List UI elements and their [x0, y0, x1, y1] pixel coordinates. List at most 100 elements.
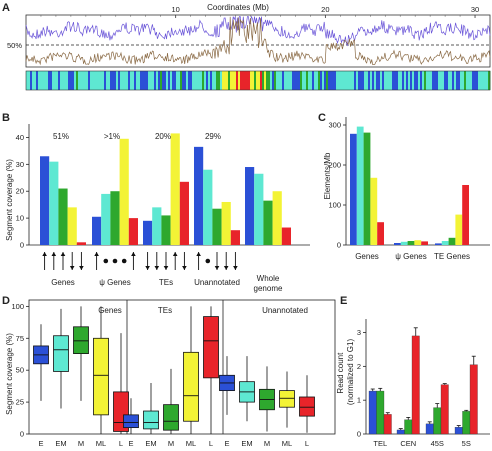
panel-d-box	[53, 335, 69, 372]
panel-e-y-label: Read count (normalized to G1)	[336, 339, 355, 406]
panel-e-tick-label: 2	[357, 362, 361, 371]
panel-d-x-label: ML	[96, 439, 106, 448]
panel-b-bar	[263, 200, 273, 245]
panel-a-heatmap-cell	[168, 71, 171, 90]
panel-a-heatmap-cell	[376, 71, 379, 90]
panel-a-heatmap-cell	[222, 71, 225, 90]
panel-a-heatmap-cell	[424, 71, 427, 90]
panel-b-bar	[119, 138, 129, 245]
panel-a-letter: A	[2, 2, 10, 14]
panel-a-heatmap-cell	[422, 71, 425, 90]
panel-a-heatmap-cell	[132, 71, 135, 90]
panel-a-heatmap-cell	[352, 71, 355, 90]
panel-b-arrow-up	[94, 252, 99, 256]
panel-a-heatmap-cell	[456, 71, 459, 90]
panel-a-heatmap-cell	[226, 71, 229, 90]
panel-a-heatmap-cell	[388, 71, 391, 90]
panel-a-heatmap-cell	[414, 71, 417, 90]
panel-a-heatmap-cell	[26, 71, 29, 90]
panel-a-heatmap-cell	[30, 71, 33, 90]
panel-b-tick-label: 10	[16, 214, 24, 223]
panel-a-frame	[25, 14, 491, 68]
panel-c-bar	[421, 241, 428, 245]
panel-b-bar	[221, 201, 231, 245]
panel-a-heatmap-cell	[52, 71, 55, 90]
panel-a-heatmap-cell	[440, 71, 443, 90]
panel-e-bar	[469, 364, 478, 435]
panel-a-heatmap-cell	[220, 71, 223, 90]
panel-a: A Coordinates (Mb) 50% 10 20 30	[2, 2, 491, 91]
panel-a-heatmap-cell	[340, 71, 343, 90]
panel-a-heatmap-cell	[98, 71, 101, 90]
panel-a-heatmap-cell	[336, 71, 339, 90]
panel-a-heatmap-cell	[382, 71, 385, 90]
panel-b-bar	[101, 193, 111, 245]
panel-a-heatmap-cell	[334, 71, 337, 90]
panel-a-heatmap-cell	[400, 71, 403, 90]
panel-a-heatmap-cell	[404, 71, 407, 90]
panel-a-heatmap-cell	[50, 71, 53, 90]
panel-a-heatmap-cell	[344, 71, 347, 90]
panel-a-heatmap-cell	[478, 71, 481, 90]
panel-d-tick-label: 50	[16, 366, 24, 375]
panel-a-heatmap-cell	[292, 71, 295, 90]
panel-a-heatmap-cell	[182, 71, 185, 90]
panel-a-heatmap-cell	[238, 71, 241, 90]
panel-b-category-label: ψ Genes	[99, 278, 131, 287]
panel-b-arrow-up	[60, 252, 66, 256]
panel-a-heatmap-cell	[106, 71, 109, 90]
panel-a-heatmap-cell	[370, 71, 373, 90]
panel-a-heatmap-cell	[468, 71, 471, 90]
panel-a-heatmap-cell	[82, 71, 85, 90]
panel-b-arrow-up	[172, 252, 178, 256]
panel-a-heatmap-cell	[202, 71, 205, 90]
panel-a-heatmap-cell	[428, 71, 431, 90]
panel-b-y-label: Segment coverage (%)	[5, 159, 14, 241]
panel-a-heatmap-cell	[164, 71, 167, 90]
panel-a-heatmap-cell	[134, 71, 137, 90]
panel-d-box	[203, 316, 219, 379]
panel-e-bar	[411, 335, 420, 435]
panel-a-heatmap-cell	[64, 71, 67, 90]
panel-b-arrow-down	[79, 266, 84, 270]
panel-a-heatmap-cell	[72, 71, 75, 90]
panel-d-box	[299, 396, 315, 417]
panel-d-box	[93, 337, 109, 416]
panel-b-percent-labels: 51% >1% 20% 29%	[53, 132, 221, 141]
panel-a-heatmap-cell	[76, 71, 79, 90]
panel-c-letter: C	[318, 112, 326, 124]
panel-a-heatmap-cell	[396, 71, 399, 90]
panel-a-heatmap-cell	[436, 71, 439, 90]
panel-a-heatmap-cell	[248, 71, 251, 90]
panel-a-purple-series	[25, 15, 491, 47]
panel-a-heatmap-cell	[92, 71, 95, 90]
panel-a-heatmap-cell	[470, 71, 473, 90]
panel-c-bar	[414, 240, 422, 245]
panel-a-heatmap-cell	[420, 71, 423, 90]
panel-c-category-labels: Genes ψ Genes TE Genes	[355, 252, 470, 261]
panel-a-heatmap-frame	[25, 70, 491, 91]
panel-a-heatmap-cell	[240, 71, 243, 90]
panel-a-tick-label: 20	[321, 5, 329, 14]
panel-a-heatmap-cell	[366, 71, 369, 90]
panel-b-percent-label: >1%	[104, 132, 120, 141]
panel-a-heatmap-cell	[418, 71, 421, 90]
panel-a-heatmap-cell	[130, 71, 133, 90]
panel-b-arrow-down	[182, 266, 187, 270]
panel-a-heatmap-cell	[488, 71, 491, 90]
panel-b-arrow-down	[214, 266, 220, 270]
panel-a-heatmap-cell	[60, 71, 63, 90]
panel-a-heatmap-cell	[250, 71, 253, 90]
panel-a-heatmap-cell	[44, 71, 47, 90]
panel-a-heatmap-cell	[314, 71, 317, 90]
panel-a-heatmap-cell	[296, 71, 299, 90]
panel-a-heatmap-cell	[156, 71, 159, 90]
panel-a-heatmap-cell	[268, 71, 271, 90]
panel-a-heatmap-cell	[408, 71, 411, 90]
panel-a-heatmap-cell	[272, 71, 275, 90]
panel-c-bar	[407, 241, 415, 245]
panel-a-heatmap-cell	[444, 71, 447, 90]
panel-a-heatmap-cell	[274, 71, 277, 90]
panel-e-bar	[376, 390, 385, 435]
panel-a-heatmap-cell	[84, 71, 87, 90]
